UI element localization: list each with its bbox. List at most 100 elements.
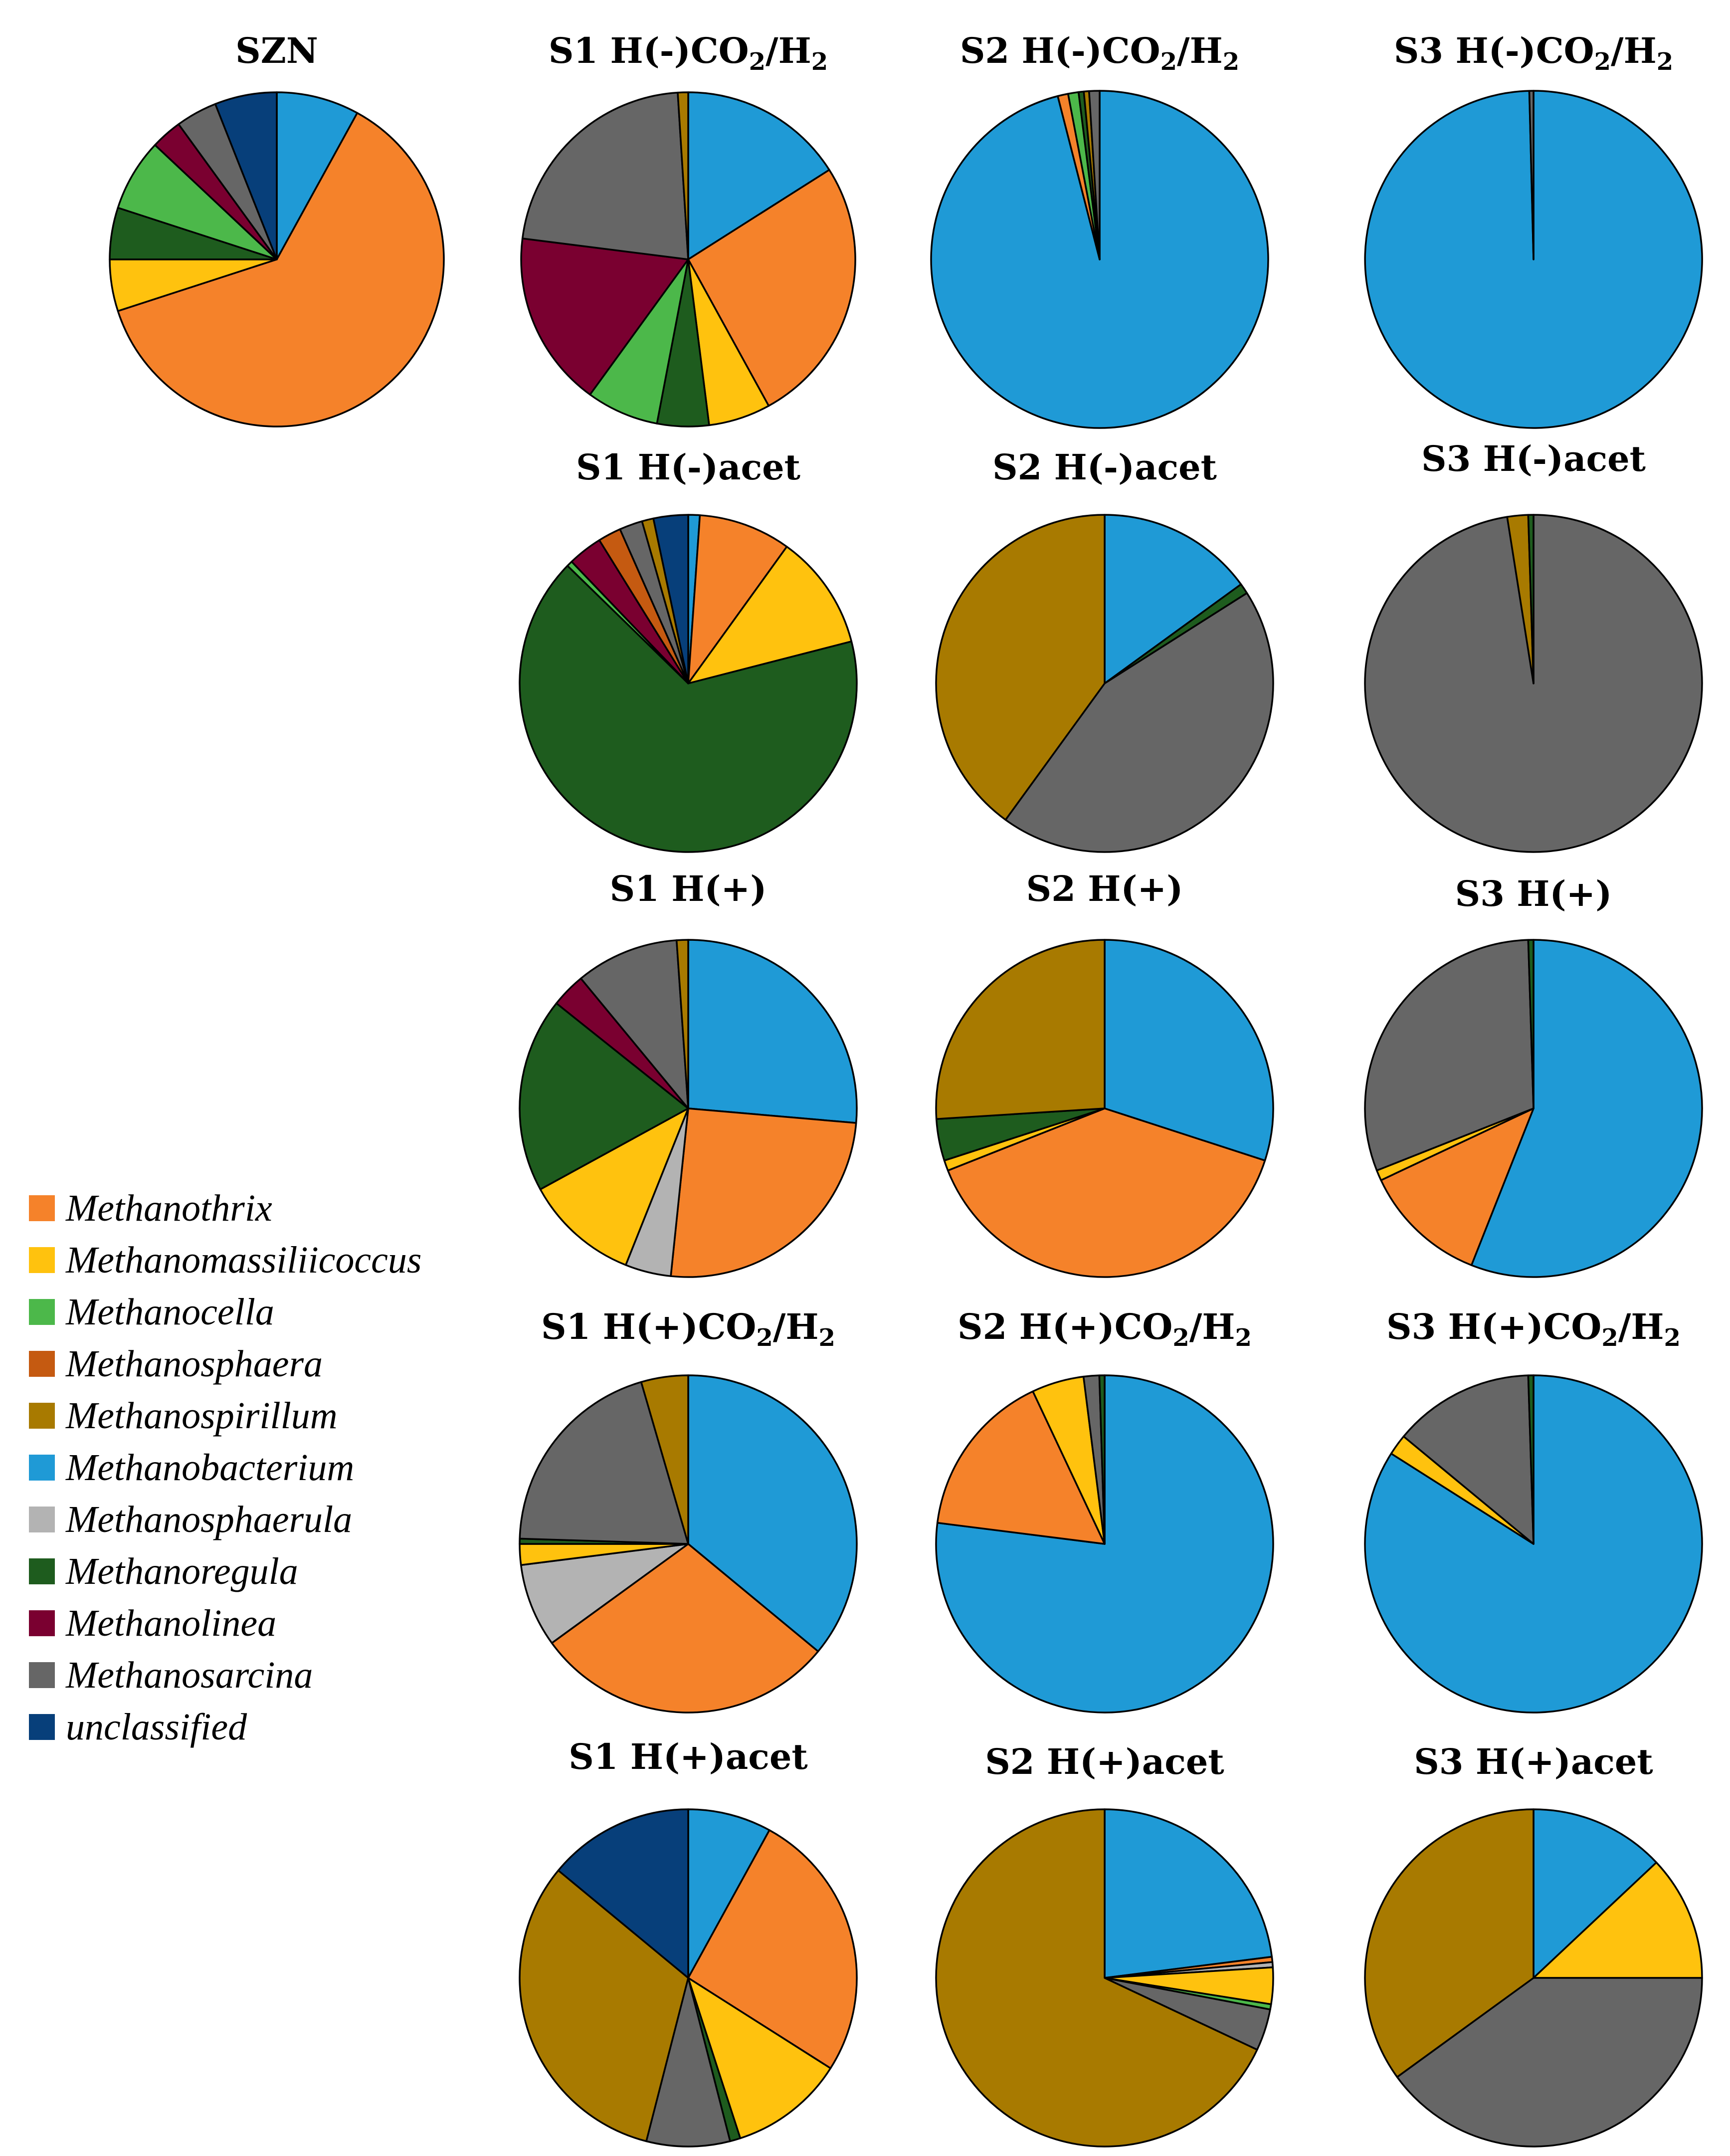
chart-title-mid: /H [766,30,811,71]
pie-slice-methanobacterium: Methanobacterium: 8 [276,91,359,260]
chart-title-main: S2 H(+)acet [985,1741,1224,1782]
chart-title-main: S2 H(-)acet [992,446,1217,488]
chart-title-main: S3 H(+)CO [1386,1306,1602,1347]
pie-slice-methanospirillum: Methanospirillum: 1 [677,91,689,260]
legend-label: Methanospirillum [66,1394,338,1437]
legend-label: Methanobacterium [66,1446,355,1489]
chart-title-main: S3 H(+)acet [1414,1741,1653,1782]
pie-s1-hm-co2h2: Methanobacterium: 16Methanothrix: 26Meth… [520,91,856,428]
pie-slice-unclassified: unclassified: 6 [214,91,278,260]
pie-szn: Methanobacterium: 8Methanothrix: 62Metha… [109,91,445,428]
pie-slice-methanoregula: Methanoregula: 0.5 [1098,1374,1106,1545]
chart-title-sub1: 2 [1594,48,1611,76]
chart-title: S1 H(+)acet [464,1736,913,1778]
pie-slice-methanobacterium: Methanobacterium: 8 [687,1808,770,1979]
chart-title: S3 H(+)acet [1309,1741,1730,1783]
pie-slice-methanospirillum: Methanospirillum: 40 [935,514,1106,821]
pie-slice-methanomassiliicoccus: Methanomassiliicoccus: 12 [1533,1861,1703,1979]
chart-title-sub1: 2 [1601,1324,1618,1352]
chart-title-main: S1 H(-)CO [548,30,749,71]
pie-slice-methanospirillum: Methanospirillum: 35 [1364,1808,1535,2078]
legend-swatch [29,1351,55,1377]
pie-s2-hp: Methanobacterium: 30Methanothrix: 39Meth… [935,939,1274,1278]
legend-swatch [29,1558,55,1584]
pie-slice-unclassified: unclassified: 3 [652,514,689,684]
legend-label: Methanolinea [66,1602,277,1644]
legend-item-methanoregula: Methanoregula [29,1545,421,1597]
pie-slice-methanosarcina: Methanosarcina: 1 [1088,90,1101,260]
pie-slice-methanolinea: Methanolinea: 17 [520,237,689,396]
pie-slice-methanothrix: Methanothrix: 8 [687,514,788,684]
pie-s1-hp-co2h2: Methanobacterium: 36Methanothrix: 29Meth… [519,1374,858,1714]
legend-item-methanosphaerula: Methanosphaerula [29,1494,421,1545]
pie-slice-methanoregula: Methanoregula: 0.5 [1527,939,1535,1109]
chart-title-mid: /H [1611,30,1657,71]
pie-slice-methanosarcina: Methanosarcina: 20 [519,1381,689,1545]
legend-label: unclassified [66,1706,247,1748]
chart-title-sub2: 2 [1222,48,1240,76]
pie-s3-hm-co2h2: Methanobacterium: 99.6Methanosarcina: 0.… [1364,90,1703,429]
chart-title-mid: /H [1189,1306,1235,1347]
chart-title-sub2: 2 [818,1324,835,1352]
pie-s1-hm-acet: Methanobacterium: 1Methanothrix: 8Methan… [519,514,858,853]
legend-item-methanomassiliicoccus: Methanomassiliicoccus [29,1234,421,1286]
pie-slice-methanobacterium: Methanobacterium: 24 [687,939,858,1124]
chart-title: S2 H(+)acet [880,1741,1329,1783]
pie-slice-methanobacterium: Methanobacterium: 13 [1533,1808,1658,1979]
pie-s3-hp: Methanobacterium: 56Methanothrix: 12Meth… [1364,939,1703,1278]
legend-item-methanospirillum: Methanospirillum [29,1390,421,1442]
chart-title-main: S3 H(-)CO [1393,30,1594,71]
chart-title: S3 H(+)CO2/H2 [1309,1306,1730,1350]
legend-item-methanosphaera: Methanosphaera [29,1338,421,1390]
legend-item-methanosarcina: Methanosarcina [29,1649,421,1701]
chart-title-main: S3 H(+) [1455,873,1612,914]
pie-s2-hp-co2h2: Methanobacterium: 77Methanothrix: 16Meth… [935,1374,1274,1714]
legend: Methanothrix Methanomassiliicoccus Methano… [29,1182,421,1753]
chart-title-sub2: 2 [1656,48,1674,76]
legend-swatch [29,1662,55,1688]
pie-slice-methanobacterium: Methanobacterium: 56 [1470,939,1703,1278]
pie-slice-methanoregula: Methanoregula: 60 [519,565,858,853]
chart-title: S1 H(+)CO2/H2 [464,1306,913,1350]
pie-slice-methanothrix: Methanothrix: 23 [670,1107,857,1278]
pie-slice-methanospirillum: Methanospirillum: 32 [519,1869,689,2143]
pie-slice-methanocella: Methanocella: 7 [117,144,278,260]
chart-title-sub2: 2 [1235,1324,1252,1352]
pie-slice-methanobacterium: Methanobacterium: 23 [1104,1808,1273,1979]
chart-title-sub2: 2 [1664,1324,1681,1352]
pie-s1-hp: Methanobacterium: 24Methanothrix: 23Meth… [519,939,858,1278]
chart-title: S2 H(-)CO2/H2 [875,30,1324,74]
pie-slice-methanocella: Methanocella: 7 [589,258,689,425]
pie-s2-hm-co2h2: Methanobacterium: 96Methanothrix: 1Metha… [930,90,1269,429]
pie-slice-methanothrix: Methanothrix: 26 [687,1829,858,2069]
pie-slice-methanospirillum: Methanospirillum: 1 [675,939,689,1109]
legend-swatch [29,1455,55,1481]
pie-slice-methanobacterium: Methanobacterium: 36 [687,1374,858,1653]
pie-s3-hm-acet: Methanosarcina: 97.5Methanospirillum: 2M… [1364,514,1703,853]
pie-slice-methanosarcina: Methanosarcina: 8 [645,1977,731,2148]
chart-title-main: S1 H(+)CO [541,1306,757,1347]
legend-swatch [29,1714,55,1740]
pie-slice-methanosphaerula: Methanosphaerula: 8 [520,1543,689,1644]
pie-slice-methanosarcina: Methanosarcina: 44 [1004,592,1274,853]
pie-slice-methanosarcina: Methanosarcina: 9 [579,939,689,1109]
legend-item-methanothrix: Methanothrix [29,1182,421,1234]
pie-slice-methanothrix: Methanothrix: 29 [551,1543,819,1714]
chart-title: S3 H(-)CO2/H2 [1309,30,1730,74]
pie-s1-hp-acet: Methanobacterium: 8Methanothrix: 26Metha… [519,1808,858,2148]
chart-title-mid: /H [772,1306,819,1347]
pie-slice-methanosarcina: Methanosarcina: 0.4 [1528,90,1535,260]
chart-title: S2 H(+)CO2/H2 [880,1306,1329,1350]
legend-label: Methanothrix [66,1187,272,1229]
legend-swatch [29,1299,55,1325]
pie-slice-methanospirillum: Methanospirillum: 68 [935,1808,1258,2148]
chart-title: S1 H(-)CO2/H2 [464,30,913,74]
pie-slice-methanoregula: Methanoregula: 0.5 [1527,514,1535,684]
chart-title-main: SZN [235,30,318,71]
pie-s3-hp-co2h2: Methanobacterium: 84Methanomassiliicoccu… [1364,1374,1703,1714]
pie-s3-hp-acet: Methanobacterium: 13Methanomassiliicoccu… [1364,1808,1703,2148]
chart-title-mid: /H [1177,30,1223,71]
pie-slice-methanothrix: Methanothrix: 39 [947,1107,1266,1278]
pie-slice-methanothrix: Methanothrix: 16 [936,1390,1106,1545]
